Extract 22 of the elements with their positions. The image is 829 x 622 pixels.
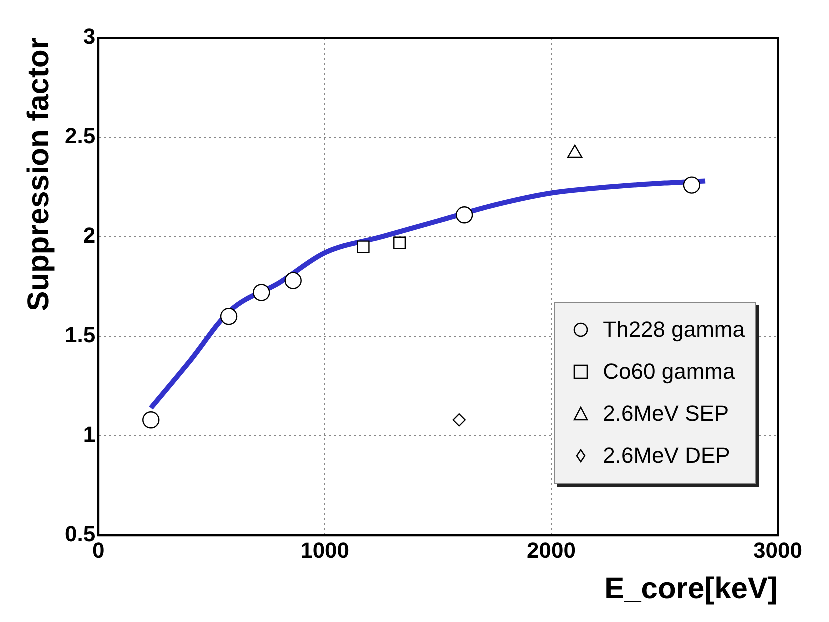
x-tick-label: 1000 <box>300 538 350 563</box>
point <box>683 176 701 194</box>
legend-label: Th228 gamma <box>603 317 745 343</box>
point <box>253 284 270 302</box>
y-tick-label: 1 <box>83 422 96 448</box>
point <box>220 308 238 326</box>
x-tick-label: 2000 <box>527 538 576 563</box>
legend-label: 2.6MeV DEP <box>603 443 730 469</box>
point <box>357 240 370 254</box>
legend-label: 2.6MeV SEP <box>603 401 730 427</box>
y-tick-label: 1.5 <box>64 322 96 348</box>
point <box>394 236 406 250</box>
y-axis-title: Suppression factor <box>22 38 56 312</box>
point <box>284 272 302 290</box>
x-tick-label: 3000 <box>754 538 802 563</box>
y-tick-label: 3 <box>83 24 96 50</box>
point <box>452 414 466 427</box>
x-axis-title: E_core[keV] <box>604 572 778 606</box>
y-tick-label: 2.5 <box>64 124 96 149</box>
legend-label: Co60 gamma <box>603 359 736 385</box>
point <box>456 206 474 224</box>
y-tick-label: 2 <box>83 223 96 248</box>
